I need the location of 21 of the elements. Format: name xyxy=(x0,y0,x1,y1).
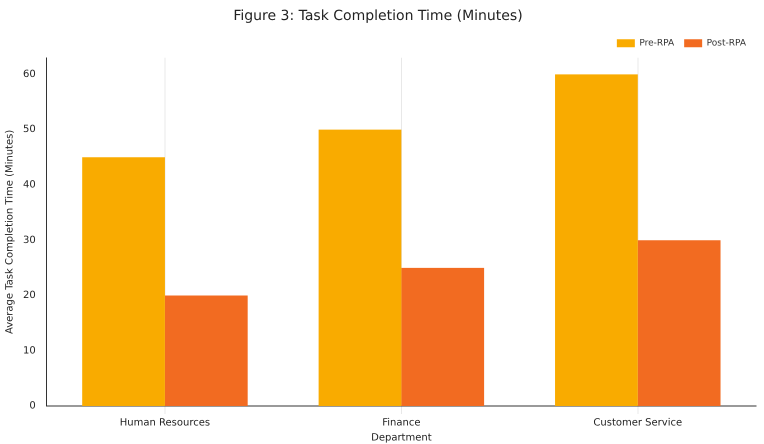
y-tick-label: 0 xyxy=(29,400,36,412)
y-tick-label: 20 xyxy=(22,290,36,302)
x-tick-label: Human Resources xyxy=(120,418,210,429)
legend-label: Post-RPA xyxy=(706,38,747,49)
chart-title: Figure 3: Task Completion Time (Minutes) xyxy=(233,8,523,24)
y-tick-label: 60 xyxy=(22,68,36,80)
y-tick-label: 40 xyxy=(22,180,36,191)
bar xyxy=(555,74,638,406)
y-tick-label: 10 xyxy=(22,345,36,356)
x-tick-label: Customer Service xyxy=(593,418,682,429)
bar xyxy=(164,295,248,406)
bar xyxy=(82,157,165,406)
y-tick-label: 50 xyxy=(22,124,36,136)
bar xyxy=(401,268,484,406)
y-axis-title: Average Task Completion Time (Minutes) xyxy=(4,130,16,334)
bar xyxy=(318,130,402,406)
bar xyxy=(638,240,721,406)
x-axis-title: Department xyxy=(371,432,432,444)
x-tick-label: Finance xyxy=(382,418,420,429)
legend-label: Pre-RPA xyxy=(639,38,676,49)
y-tick-label: 30 xyxy=(22,234,36,246)
